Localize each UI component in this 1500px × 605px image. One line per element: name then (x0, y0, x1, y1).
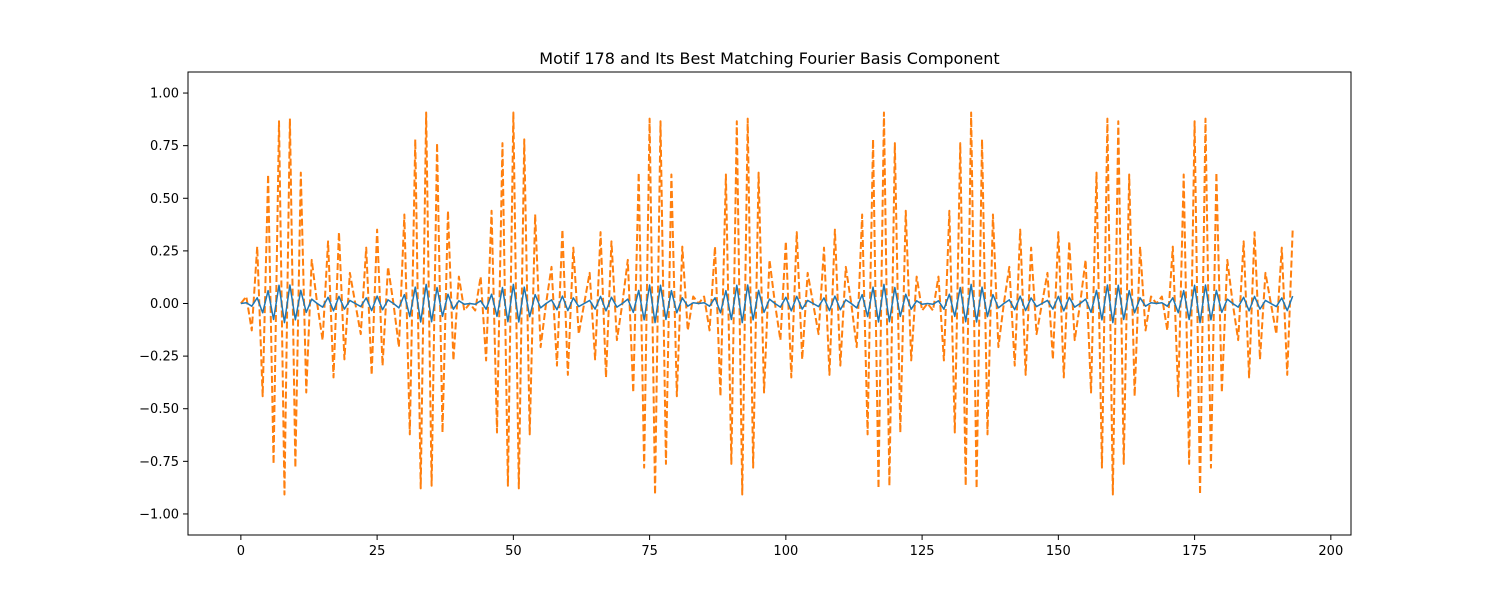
y-tick-label: −0.50 (139, 402, 179, 417)
y-tick-label: 1.00 (150, 87, 179, 102)
x-tick-label: 125 (910, 544, 935, 559)
y-tick-label: −0.25 (139, 350, 179, 365)
x-tick-label: 75 (641, 544, 658, 559)
y-tick-label: 0.75 (150, 139, 179, 154)
x-tick-label: 150 (1046, 544, 1071, 559)
y-tick-label: −1.00 (139, 507, 179, 522)
series-line-fourier-component (240, 111, 1294, 496)
y-tick-label: 0.00 (150, 297, 179, 312)
x-tick-label: 200 (1318, 544, 1343, 559)
x-tick-label: 0 (237, 544, 245, 559)
x-tick-label: 175 (1182, 544, 1207, 559)
x-axis: 0 25 50 75 100 125 150 175 200 (237, 535, 1343, 559)
y-tick-label: −0.75 (139, 455, 179, 470)
series-line-motif (240, 283, 1294, 324)
x-tick-label: 100 (773, 544, 798, 559)
x-tick-label: 25 (369, 544, 386, 559)
y-axis: 1.00 0.75 0.50 0.25 0.00 −0.25 −0.50 −0.75 −1.00 (139, 87, 188, 522)
series-layer (240, 111, 1294, 496)
y-tick-label: 0.25 (150, 244, 179, 259)
y-tick-label: 0.50 (150, 192, 179, 207)
x-tick-label: 50 (505, 544, 522, 559)
chart-title: Motif 178 and Its Best Matching Fourier … (539, 49, 999, 68)
